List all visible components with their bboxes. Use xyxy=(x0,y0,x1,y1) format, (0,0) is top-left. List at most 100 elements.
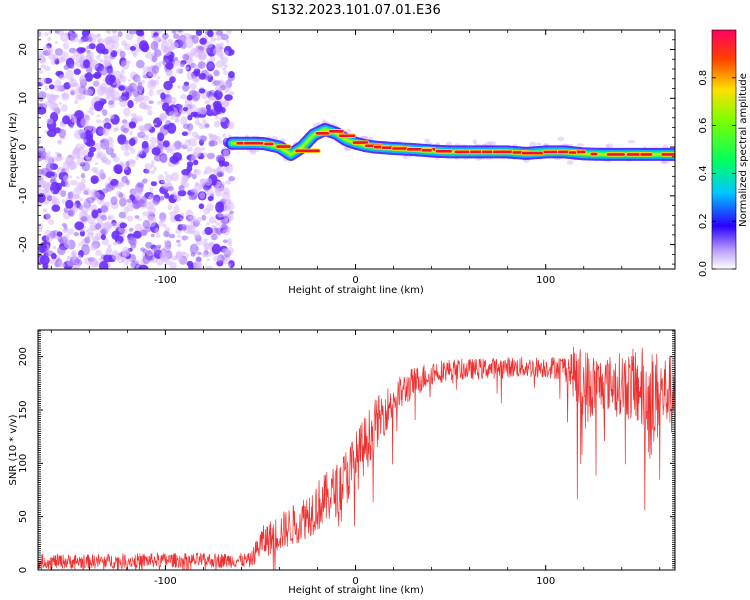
noise-blob xyxy=(109,87,115,93)
noise-blob xyxy=(38,91,47,100)
noise-blob xyxy=(92,73,98,78)
noise-blob xyxy=(134,215,140,219)
noise-blob xyxy=(181,168,191,176)
noise-blob xyxy=(95,171,102,176)
noise-blob xyxy=(193,218,198,223)
noise-blob xyxy=(107,68,114,76)
noise-blob xyxy=(75,193,80,199)
noise-blob xyxy=(200,147,206,151)
colorbar-tick-label: 0.4 xyxy=(698,165,709,181)
noise-blob xyxy=(177,85,181,89)
noise-blob xyxy=(73,68,81,75)
noise-blob xyxy=(170,41,179,50)
noise-blob xyxy=(86,45,91,49)
noise-blob xyxy=(95,43,106,54)
noise-blob xyxy=(100,82,107,90)
snr-frame xyxy=(37,329,676,571)
noise-blob xyxy=(182,83,190,92)
noise-blob xyxy=(48,95,57,104)
noise-blob xyxy=(179,61,185,68)
noise-blob xyxy=(193,230,201,238)
colorbar-tick-label: 0.8 xyxy=(698,70,709,86)
noise-blob xyxy=(125,179,130,185)
noise-blob xyxy=(221,203,231,212)
noise-blob xyxy=(189,243,199,255)
noise-blob xyxy=(45,92,50,97)
noise-blob xyxy=(211,230,217,234)
noise-blob xyxy=(204,177,212,186)
noise-blob xyxy=(163,80,173,91)
noise-blob xyxy=(177,30,183,33)
noise-blob xyxy=(151,160,155,165)
noise-blob xyxy=(170,116,174,120)
noise-blob xyxy=(186,161,194,167)
noise-blob xyxy=(72,33,78,38)
noise-blob xyxy=(136,78,141,83)
noise-blob xyxy=(112,156,120,162)
noise-blob xyxy=(199,106,207,115)
noise-blob xyxy=(81,178,86,184)
noise-blob xyxy=(177,234,182,238)
noise-blob xyxy=(71,155,75,160)
noise-blob xyxy=(51,103,59,112)
noise-blob xyxy=(108,74,116,84)
noise-blob xyxy=(221,99,230,108)
noise-blob xyxy=(205,265,214,269)
noise-blob xyxy=(126,215,134,222)
noise-blob xyxy=(153,49,162,57)
noise-blob xyxy=(168,111,176,117)
noise-blob xyxy=(159,112,168,120)
ridge-halo xyxy=(249,149,257,155)
noise-blob xyxy=(161,183,169,189)
noise-blob xyxy=(184,139,191,147)
noise-blob xyxy=(135,194,141,201)
noise-blob xyxy=(124,140,130,145)
spectrogram-x-tick-label: -100 xyxy=(154,275,177,286)
noise-blob xyxy=(183,235,189,241)
snr-y-tick-label: 50 xyxy=(18,510,29,523)
noise-blob xyxy=(157,76,161,80)
noise-blob xyxy=(143,147,149,154)
snr-y-label: SNR (10 * v/v) xyxy=(8,414,19,485)
spectrogram-ridge xyxy=(225,119,675,165)
noise-blob xyxy=(38,30,42,37)
noise-blob xyxy=(54,48,64,56)
noise-blob xyxy=(109,114,115,120)
noise-blob xyxy=(38,70,44,74)
noise-blob xyxy=(211,243,221,255)
noise-blob xyxy=(194,255,202,265)
noise-blob xyxy=(65,70,74,80)
noise-blob xyxy=(46,118,54,125)
noise-blob xyxy=(67,210,74,216)
noise-blob xyxy=(111,222,117,227)
noise-blob xyxy=(177,190,187,197)
noise-blob xyxy=(162,140,170,148)
noise-blob xyxy=(140,229,148,236)
noise-blob xyxy=(193,159,199,166)
noise-blob xyxy=(87,51,94,58)
noise-blob xyxy=(50,176,55,179)
noise-blob xyxy=(44,32,49,37)
noise-blob xyxy=(134,136,138,140)
noise-blob xyxy=(194,70,200,77)
noise-blob xyxy=(193,64,199,70)
noise-blob xyxy=(180,116,188,126)
noise-blob xyxy=(85,228,94,234)
snr-minor-ticks xyxy=(38,330,675,570)
noise-blob xyxy=(176,239,181,243)
noise-blob xyxy=(138,264,149,269)
noise-blob xyxy=(185,104,194,115)
noise-blob xyxy=(199,192,206,200)
noise-blob xyxy=(225,39,230,43)
noise-blob xyxy=(213,80,221,86)
noise-blob xyxy=(69,175,73,179)
noise-blob xyxy=(121,251,127,258)
noise-blob xyxy=(142,219,150,229)
colorbar-tick-label: 0.0 xyxy=(698,261,709,277)
noise-blob xyxy=(119,197,127,207)
noise-blob xyxy=(60,33,69,42)
noise-blob xyxy=(89,59,99,70)
noise-blob xyxy=(91,166,99,172)
noise-blob xyxy=(45,162,54,172)
